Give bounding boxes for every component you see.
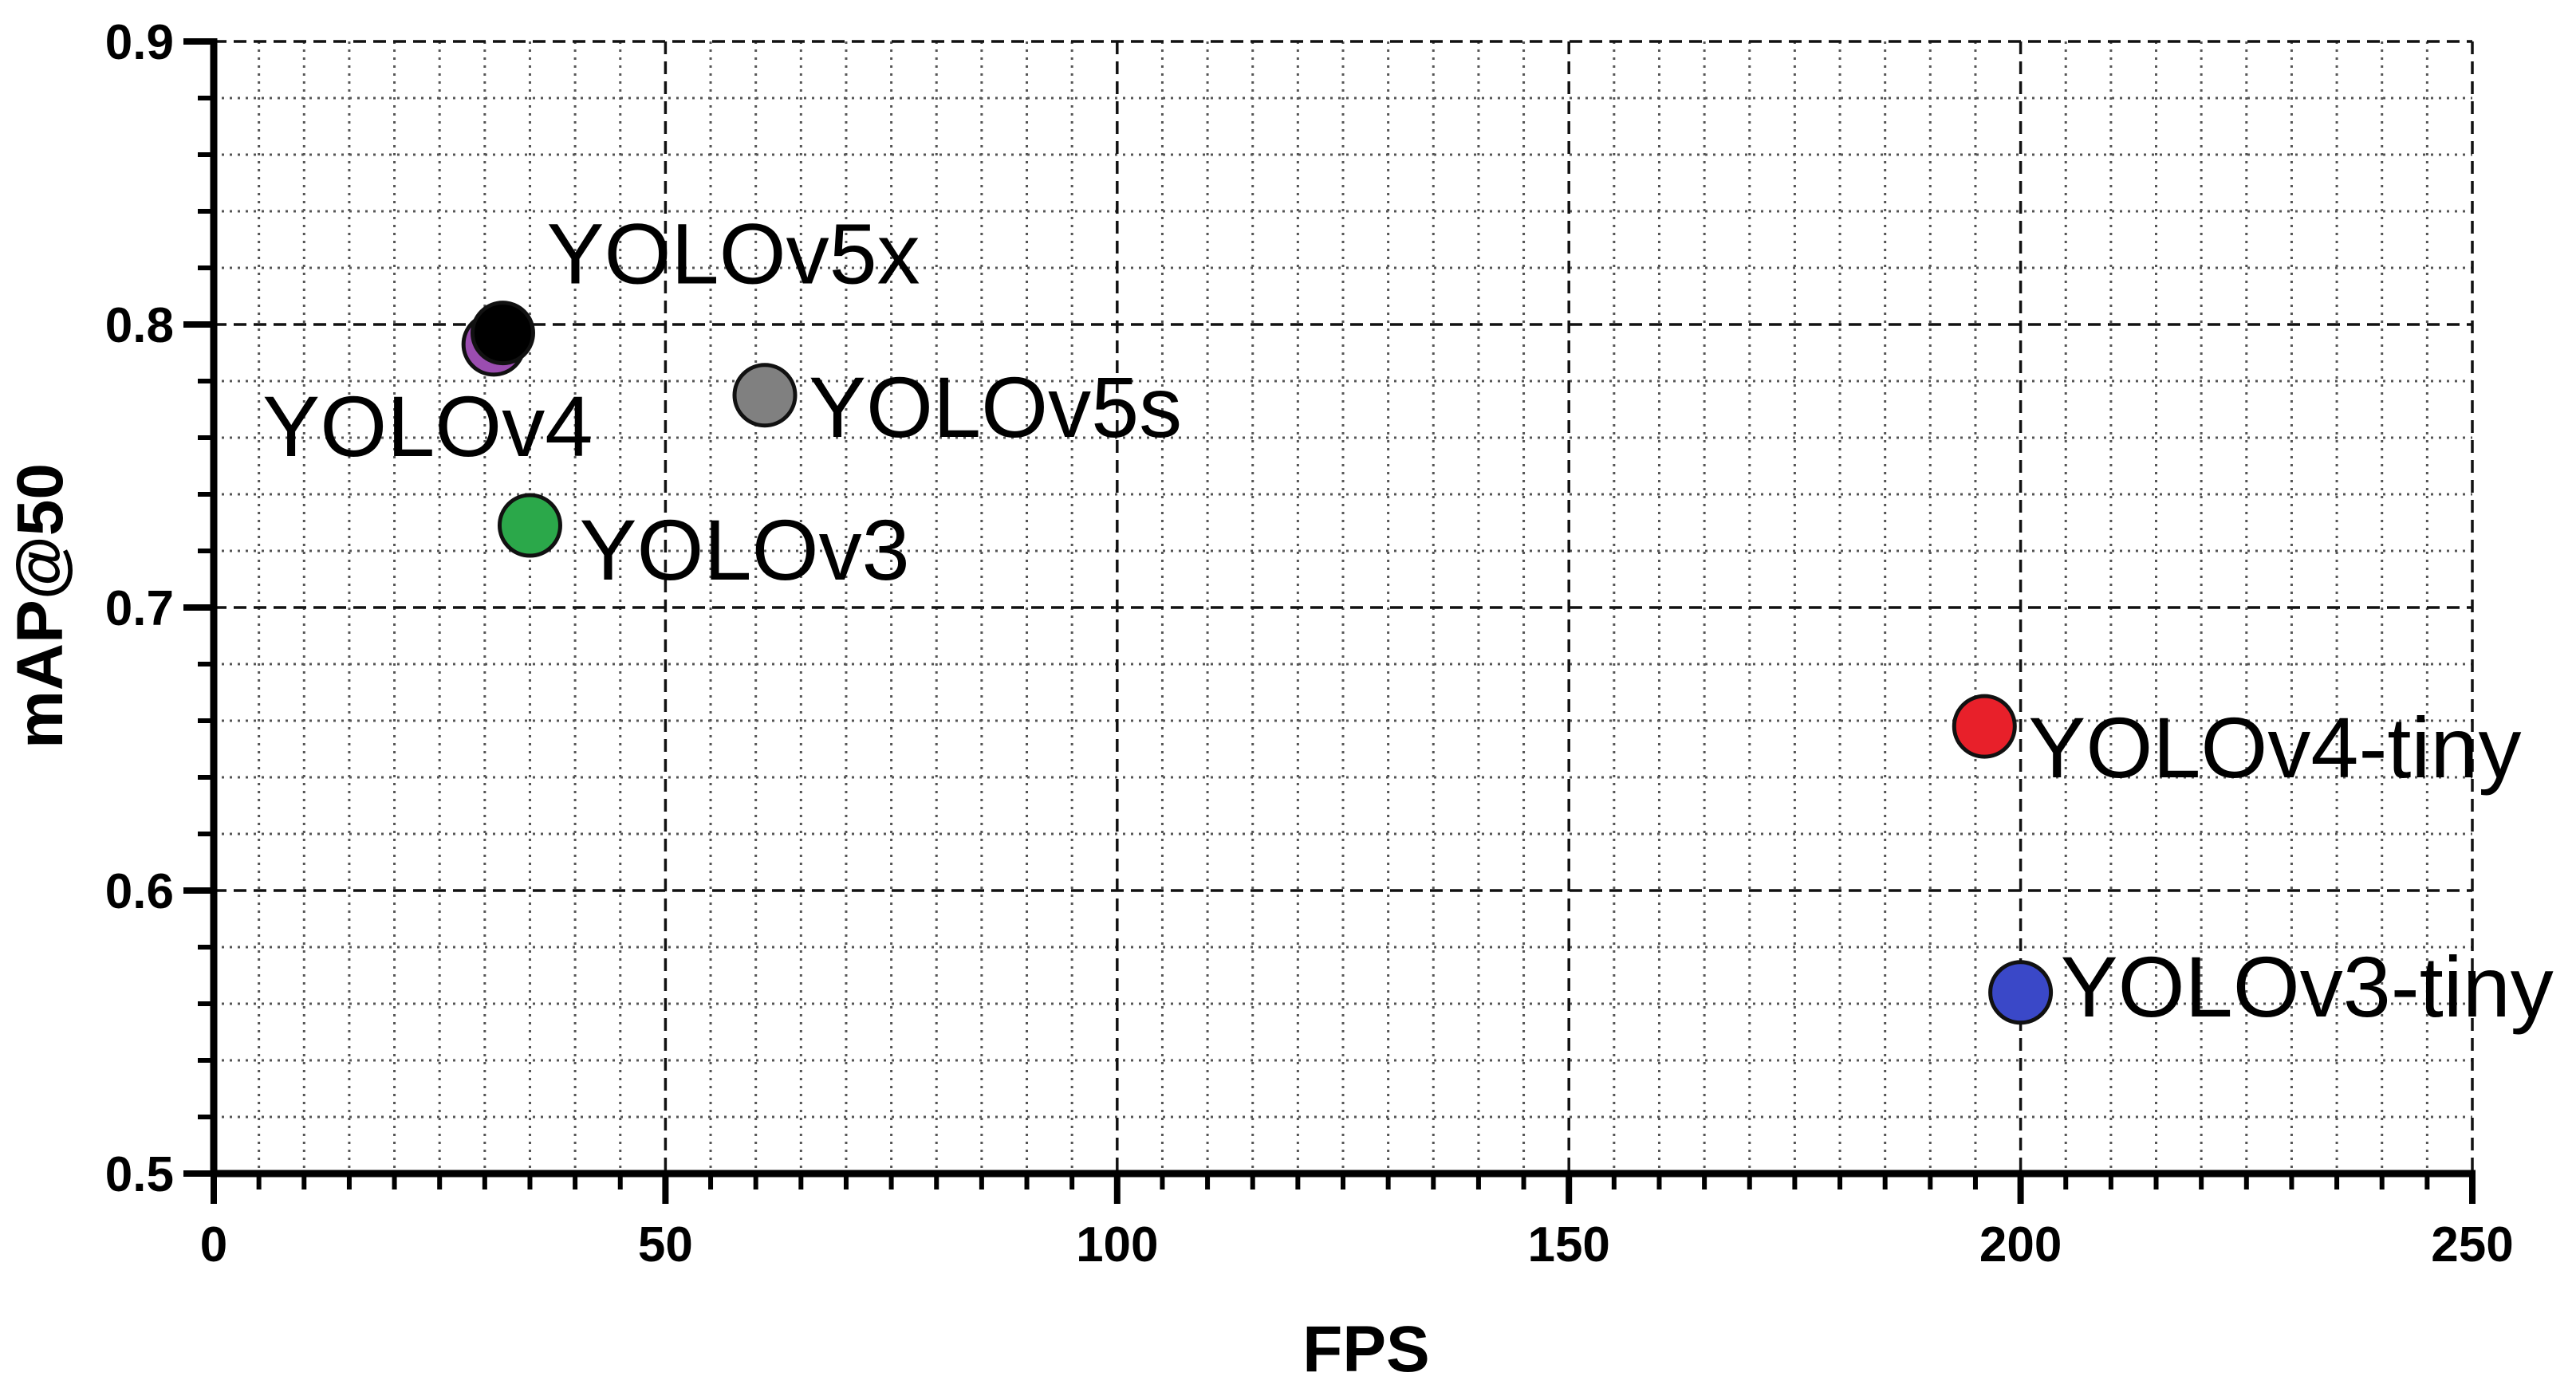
- label-yolov3-tiny: YOLOv3-tiny: [2061, 938, 2554, 1035]
- ticks: 0 50 100 150 200 250 0.5 0.6 0.7 0.8 0.9: [105, 15, 2514, 1272]
- label-yolov4-tiny: YOLOv4-tiny: [2028, 699, 2521, 796]
- x-tick-label: 150: [1527, 1217, 1609, 1272]
- point-labels: YOLOv4 YOLOv5x YOLOv5s YOLOv3 YOLOv4-tiny YOL…: [262, 206, 2554, 1035]
- x-axis-title: FPS: [1302, 1313, 1429, 1386]
- y-tick-label: 0.6: [105, 864, 174, 919]
- data-points: [461, 301, 2054, 1025]
- grid: [214, 40, 2474, 1174]
- x-tick-label: 100: [1076, 1217, 1158, 1272]
- label-yolov5s: YOLOv5s: [809, 359, 1182, 455]
- y-tick-label: 0.5: [105, 1147, 174, 1202]
- point-yolov4-tiny: [1952, 694, 2017, 759]
- point-yolov5s: [732, 363, 798, 428]
- x-tick-label: 0: [200, 1217, 227, 1272]
- label-yolov4: YOLOv4: [262, 378, 593, 474]
- label-yolov3: YOLOv3: [579, 501, 909, 598]
- point-yolov3: [497, 493, 562, 558]
- x-tick-label: 50: [638, 1217, 693, 1272]
- point-yolov5x: [470, 301, 535, 366]
- y-tick-label: 0.7: [105, 581, 174, 636]
- y-axis-title: mAP@50: [4, 463, 77, 749]
- y-tick-label: 0.9: [105, 15, 174, 70]
- y-tick-label: 0.8: [105, 298, 174, 353]
- x-tick-label: 250: [2431, 1217, 2513, 1272]
- point-yolov3-tiny: [1988, 960, 2054, 1025]
- x-tick-label: 200: [1979, 1217, 2062, 1272]
- label-yolov5x: YOLOv5x: [546, 206, 920, 302]
